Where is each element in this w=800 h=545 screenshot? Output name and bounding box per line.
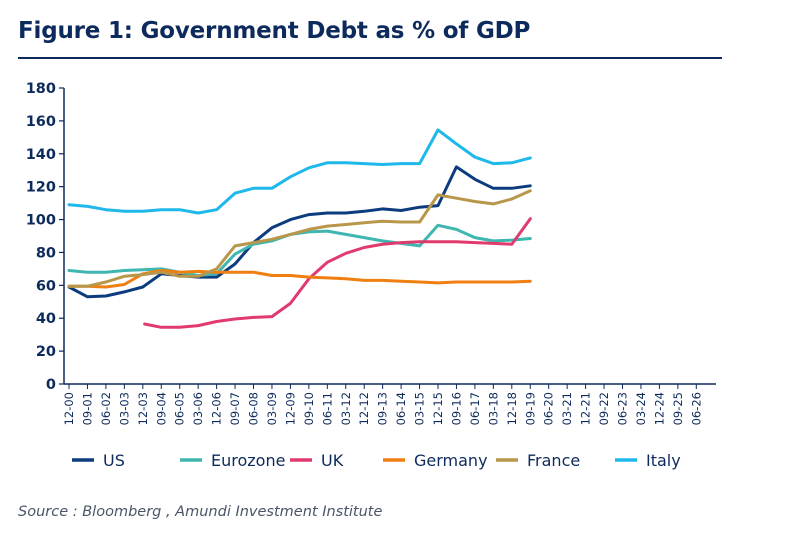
legend-label: Italy: [646, 451, 681, 470]
legend-item-uk: UK: [290, 451, 344, 470]
y-tick-label: 0: [46, 377, 56, 393]
x-tick-label: 06-20: [542, 392, 556, 425]
x-tick-label: 06-05: [173, 392, 187, 425]
x-tick-label: 12-21: [579, 392, 593, 425]
y-tick-label: 140: [26, 147, 56, 163]
legend-item-france: France: [496, 451, 580, 470]
legend-label: France: [527, 451, 580, 470]
x-tick-label: 06-02: [99, 392, 113, 425]
x-tick-label: 12-06: [210, 392, 224, 425]
series-line-us: [67, 165, 532, 299]
x-tick-label: 06-11: [320, 392, 334, 425]
legend-label: Germany: [414, 451, 488, 470]
x-tick-label: 12-00: [62, 392, 76, 425]
legend-item-eurozone: Eurozone: [180, 451, 285, 470]
legend-item-italy: Italy: [615, 451, 681, 470]
x-tick-label: 09-07: [228, 392, 242, 425]
x-tick-label: 06-14: [394, 392, 408, 425]
x-tick-label: 03-21: [560, 392, 574, 425]
legend-label: US: [103, 451, 125, 470]
legend-item-germany: Germany: [383, 451, 488, 470]
title-divider: [18, 57, 722, 59]
x-tick-label: 09-01: [80, 392, 94, 425]
x-tick-label: 03-03: [117, 392, 131, 425]
x-tick-label: 12-12: [357, 392, 371, 425]
y-tick-label: 60: [36, 278, 56, 294]
series-line-france: [67, 189, 532, 288]
x-tick-label: 03-12: [339, 392, 353, 425]
x-tick-label: 06-17: [468, 392, 482, 425]
x-tick-label: 09-16: [449, 392, 463, 425]
x-tick-label: 09-22: [597, 392, 611, 425]
series-line-italy: [67, 128, 532, 215]
chart-title: Figure 1: Government Debt as % of GDP: [18, 18, 531, 44]
x-tick-label: 09-10: [302, 392, 316, 425]
y-tick-label: 40: [36, 311, 56, 327]
x-tick-label: 12-24: [652, 392, 666, 425]
x-tick-label: 03-06: [191, 392, 205, 425]
x-tick-label: 12-09: [283, 392, 297, 425]
y-tick-label: 160: [26, 114, 56, 130]
x-tick-label: 12-18: [505, 392, 519, 425]
y-tick-label: 20: [36, 344, 56, 360]
x-tick-label: 03-15: [413, 392, 427, 425]
y-tick-label: 180: [26, 81, 56, 97]
x-tick-label: 06-08: [247, 392, 261, 425]
series-line-germany: [67, 269, 532, 289]
legend-label: UK: [321, 451, 344, 470]
legend-label: Eurozone: [211, 451, 285, 470]
x-tick-label: 09-04: [154, 392, 168, 425]
y-tick-label: 80: [36, 245, 56, 261]
x-tick-label: 03-24: [634, 392, 648, 425]
x-tick-label: 09-25: [671, 392, 685, 425]
x-tick-label: 03-09: [265, 392, 279, 425]
x-tick-label: 12-15: [431, 392, 445, 425]
series-line-uk: [143, 217, 532, 329]
y-tick-label: 100: [26, 213, 56, 229]
x-tick-label: 06-26: [689, 392, 703, 425]
x-tick-label: 06-23: [616, 392, 630, 425]
x-tick-label: 12-03: [136, 392, 150, 425]
x-tick-label: 09-19: [523, 392, 537, 425]
legend-item-us: US: [72, 451, 125, 470]
source-note: Source : Bloomberg , Amundi Investment I…: [18, 504, 383, 520]
x-tick-label: 09-13: [376, 392, 390, 425]
x-tick-label: 03-18: [486, 392, 500, 425]
y-tick-label: 120: [26, 180, 56, 196]
